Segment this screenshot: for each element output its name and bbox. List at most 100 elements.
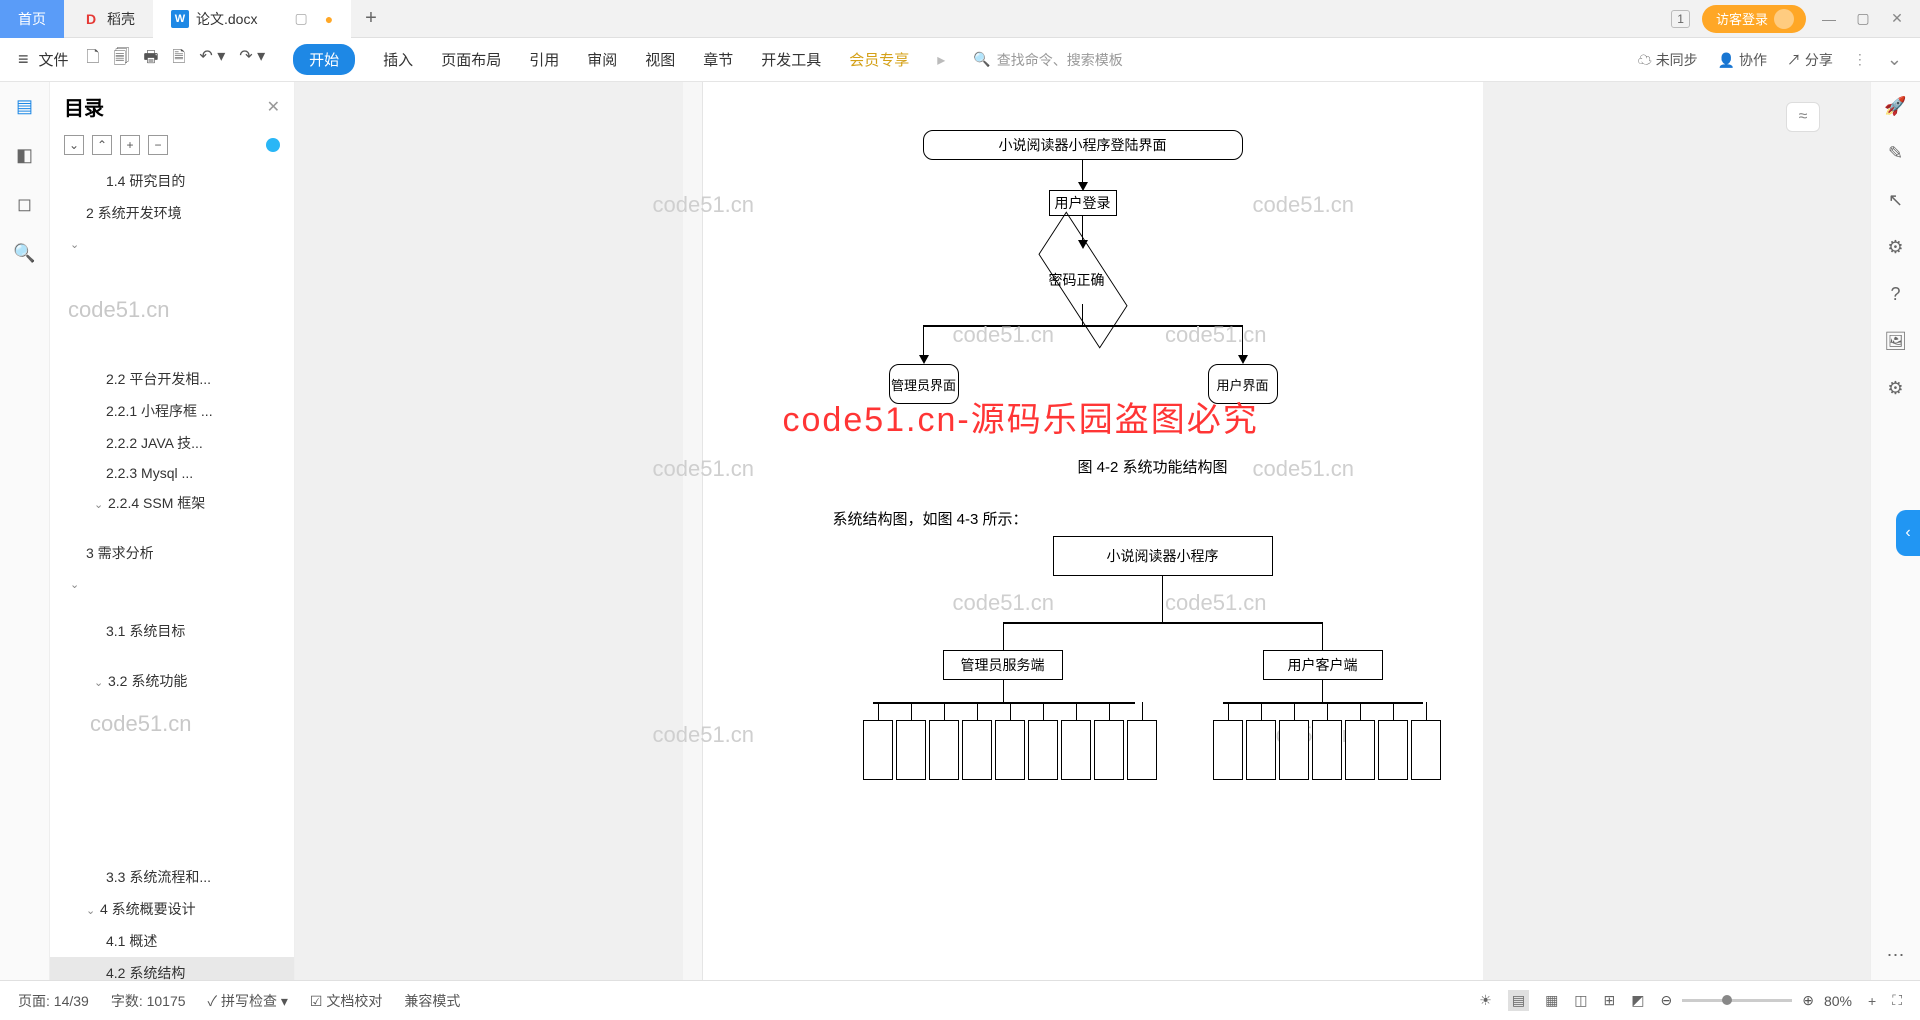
outline-item[interactable]: ⌄: [50, 569, 294, 597]
menu-review[interactable]: 审阅: [587, 49, 617, 70]
qat-icon-3[interactable]: 🖶: [143, 46, 158, 73]
view1-icon[interactable]: ▤: [1508, 990, 1529, 1011]
tab-new[interactable]: +: [351, 0, 391, 38]
outline-item[interactable]: 3 需求分析: [50, 537, 294, 569]
menu-dev[interactable]: 开发工具: [761, 49, 821, 70]
cloud-sync[interactable]: ☁ 未同步: [1638, 50, 1698, 70]
maximize-button[interactable]: ▢: [1852, 8, 1874, 30]
undo-icon[interactable]: ↶ ▾: [199, 46, 225, 73]
slider-icon[interactable]: ⚙: [1887, 237, 1903, 258]
outline-panel: 目录 ✕ ⌄ ⌃ + − 1.4 研究目的2 系统开发环境⌄code51.cn2…: [50, 82, 295, 980]
tab-docker[interactable]: D 稻壳: [64, 0, 153, 38]
guest-login-button[interactable]: 访客登录: [1702, 5, 1806, 33]
outline-item[interactable]: ⌄3.2 系统功能: [50, 665, 294, 697]
flow-line: [1003, 622, 1005, 650]
outline-item[interactable]: 4.1 概述: [50, 925, 294, 957]
watermark: code51.cn: [1253, 456, 1355, 482]
search-tab-icon[interactable]: 🔍: [13, 243, 35, 264]
zoom-in-icon[interactable]: ⊕: [1802, 992, 1814, 1009]
brightness-icon[interactable]: ☀: [1479, 992, 1492, 1009]
tab-monitor-icon[interactable]: ▢: [294, 10, 307, 27]
flow-line: [1082, 304, 1084, 326]
help-icon[interactable]: ?: [1890, 284, 1900, 305]
bookmark-icon[interactable]: ◻: [17, 194, 32, 215]
outline-tab-icon[interactable]: ▤: [16, 96, 33, 117]
ot-plus-icon[interactable]: +: [120, 135, 140, 155]
proof-read[interactable]: ☑ 文档校对: [310, 991, 382, 1011]
outline-item[interactable]: ⌄2.2.4 SSM 框架: [50, 487, 294, 519]
menu-vip[interactable]: 会员专享: [849, 49, 909, 70]
search-box[interactable]: 🔍 查找命令、搜索模板: [973, 50, 1122, 70]
outline-item[interactable]: 3.3 系统流程和...: [50, 861, 294, 893]
flow-sub-box: [1312, 720, 1342, 780]
outline-item[interactable]: 2.2 平台开发相...: [50, 363, 294, 395]
flow-line: [923, 325, 925, 359]
menu-ref[interactable]: 引用: [529, 49, 559, 70]
red-watermark: code51.cn-源码乐园盗图必究: [783, 392, 1259, 441]
float-menu-icon[interactable]: ≈: [1786, 102, 1820, 132]
flow2-admin: 管理员服务端: [943, 650, 1063, 680]
zoom-control[interactable]: ⊖ ⊕ 80%: [1661, 992, 1853, 1009]
menu-start[interactable]: 开始: [293, 44, 355, 75]
watermark: code51.cn: [653, 722, 755, 748]
badge-1-icon[interactable]: 1: [1671, 10, 1690, 28]
share-button[interactable]: ↗ 分享: [1787, 50, 1833, 70]
tab-home[interactable]: 首页: [0, 0, 64, 38]
redo-icon[interactable]: ↷ ▾: [239, 46, 265, 73]
menu-chapter[interactable]: 章节: [703, 49, 733, 70]
page: 小说阅读器小程序登陆界面 用户登录 密码正确 管理员界面 用户界面 code: [683, 82, 1483, 980]
watermark: code51.cn: [653, 456, 755, 482]
menu-layout[interactable]: 页面布局: [441, 49, 501, 70]
outline-item[interactable]: 2.2.1 小程序框 ...: [50, 395, 294, 427]
word-icon: W: [171, 10, 189, 28]
box-icon[interactable]: ◧: [16, 145, 33, 166]
outline-item[interactable]: ⌄: [50, 229, 294, 257]
menu-insert[interactable]: 插入: [383, 49, 413, 70]
outline-item[interactable]: 3.1 系统目标: [50, 615, 294, 647]
menu-icon[interactable]: ≡: [18, 49, 29, 70]
qat-icon-2[interactable]: 🗐: [113, 46, 129, 73]
outline-item[interactable]: 1.4 研究目的: [50, 165, 294, 197]
outline-item[interactable]: 2 系统开发环境: [50, 197, 294, 229]
qat-icon-4[interactable]: 🗎: [173, 46, 186, 73]
outline-close-icon[interactable]: ✕: [267, 97, 280, 117]
pointer-icon[interactable]: ↖: [1888, 190, 1903, 211]
outline-item[interactable]: 4.2 系统结构: [50, 957, 294, 980]
view2-icon[interactable]: ▦: [1545, 992, 1558, 1009]
ot-collapse-icon[interactable]: ⌄: [64, 135, 84, 155]
rocket-icon[interactable]: 🚀: [1884, 96, 1906, 117]
menu-view[interactable]: 视图: [645, 49, 675, 70]
flow-sub-box: [1246, 720, 1276, 780]
zoom-out-icon[interactable]: ⊖: [1661, 992, 1673, 1009]
pen-icon[interactable]: ✎: [1888, 143, 1903, 164]
close-button[interactable]: ✕: [1886, 8, 1908, 30]
qat-icon-1[interactable]: 🗋: [87, 46, 100, 73]
flow-line: [1162, 576, 1164, 622]
add-icon[interactable]: +: [1868, 993, 1876, 1009]
menu-more-icon[interactable]: ▸: [937, 50, 945, 70]
outline-item[interactable]: 2.2.3 Mysql ...: [50, 459, 294, 487]
view4-icon[interactable]: ⊞: [1604, 992, 1616, 1009]
minimize-button[interactable]: —: [1818, 8, 1840, 30]
side-handle[interactable]: ‹: [1896, 510, 1920, 556]
image-icon[interactable]: 🖼: [1884, 331, 1907, 352]
collab-button[interactable]: 👤 协作: [1718, 50, 1767, 70]
collapse-icon[interactable]: ⌄: [1887, 49, 1902, 70]
outline-item[interactable]: 2.2.2 JAVA 技...: [50, 427, 294, 459]
figure-caption: 图 4-2 系统功能结构图: [763, 456, 1543, 477]
view5-icon[interactable]: ◩: [1631, 992, 1644, 1009]
settings-icon[interactable]: ⚙: [1887, 378, 1903, 399]
ot-expand-icon[interactable]: ⌃: [92, 135, 112, 155]
more-icon[interactable]: ⋮: [1853, 51, 1867, 68]
ot-sync-icon[interactable]: [266, 138, 280, 152]
fullscreen-icon[interactable]: ⛶: [1892, 992, 1902, 1009]
file-menu[interactable]: 文件: [39, 49, 69, 70]
view3-icon[interactable]: ◫: [1574, 992, 1587, 1009]
more-dots-icon[interactable]: ⋯: [1887, 945, 1905, 966]
ot-minus-icon[interactable]: −: [148, 135, 168, 155]
flow-line: [1003, 680, 1005, 702]
flow-sub-box: [1345, 720, 1375, 780]
spell-check[interactable]: ✓ 拼写检查 ▾: [208, 991, 288, 1011]
outline-item[interactable]: ⌄4 系统概要设计: [50, 893, 294, 925]
tab-document[interactable]: W 论文.docx ▢ ●: [153, 0, 351, 38]
